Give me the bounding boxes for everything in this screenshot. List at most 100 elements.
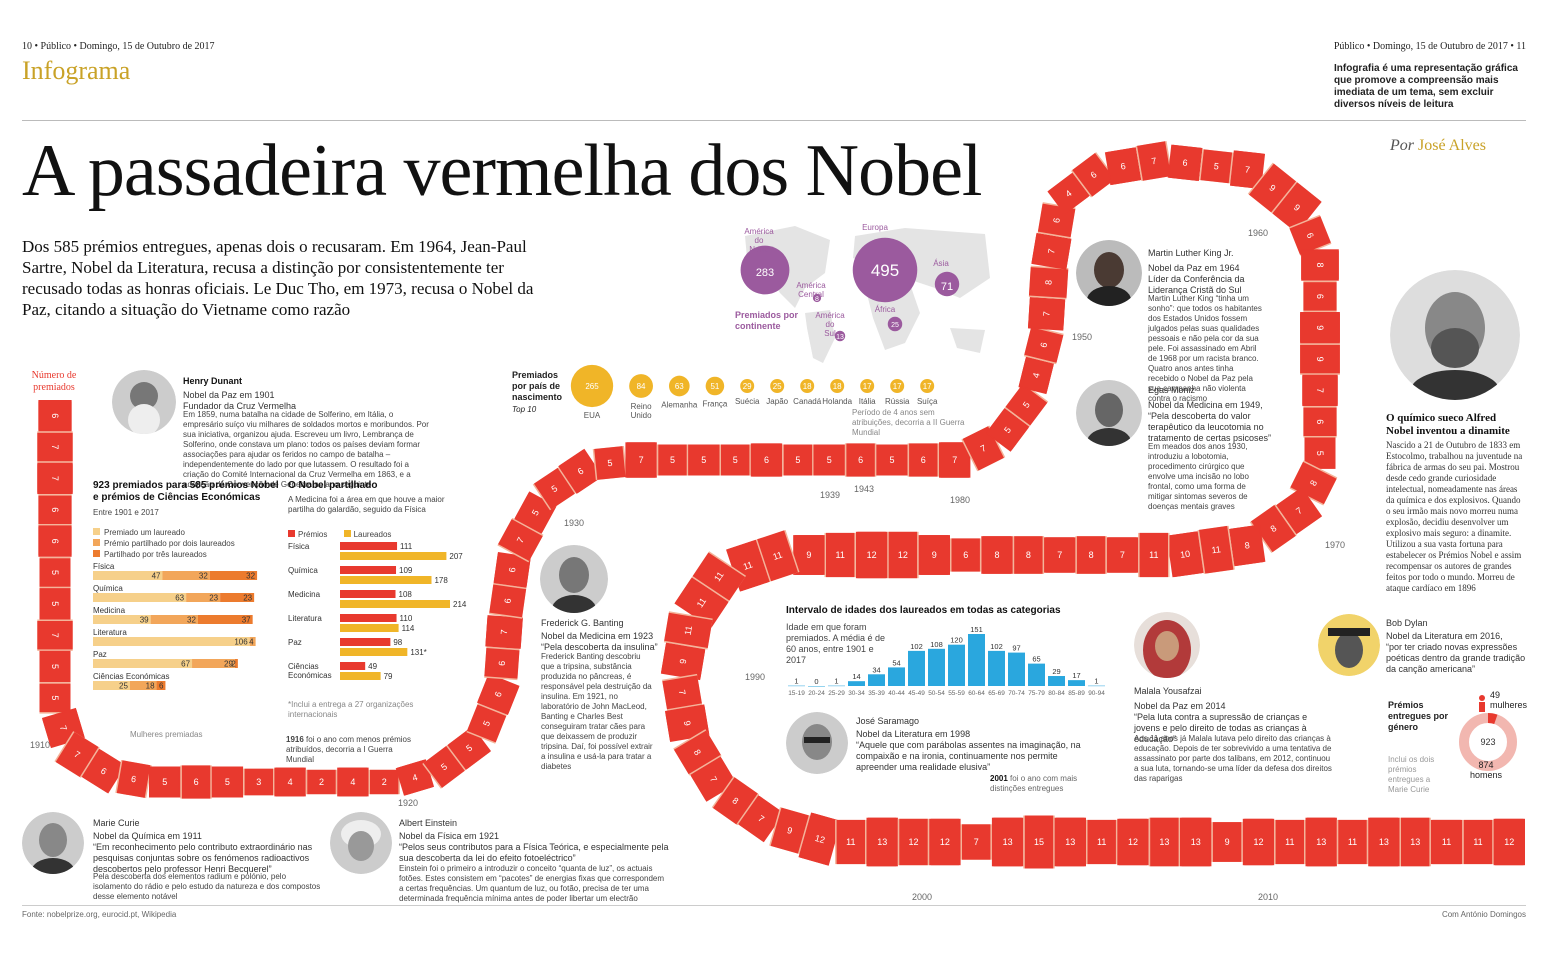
year-mark: 1939 [820, 490, 840, 500]
age-bar: 97 70-74 [1008, 644, 1025, 697]
carpet-count: 7 [708, 774, 719, 783]
carpet-segment: 12 [1242, 818, 1275, 866]
annotation-1916: 1916 foi o ano com menos prémios atribuí… [286, 735, 416, 765]
continent-name: África [875, 305, 896, 314]
carpet-segment: 8 [673, 729, 722, 776]
malala-text: Aos 11 anos já Malala lutava pelo direit… [1134, 734, 1332, 783]
einstein-name: Albert Einstein [399, 818, 458, 828]
carpet-count: 6 [963, 550, 968, 560]
carpet-count: 5 [827, 455, 832, 465]
age-bin: 60-64 [968, 690, 985, 697]
svg-text:51: 51 [710, 382, 719, 391]
shared-bar [93, 593, 187, 602]
shared-chart-title: 923 premiados para 585 prémios Nobel e p… [93, 480, 279, 503]
continent-name: América Central [796, 281, 826, 299]
carpet-segment: 4 [274, 767, 306, 797]
svg-text:84: 84 [637, 382, 646, 391]
dunant-role: Nobel da Paz em 1901 Fundador da Cruz Ve… [183, 390, 297, 411]
carpet-count: 9 [806, 550, 811, 560]
continent-bubble: 8 [812, 293, 822, 303]
carpet-segment: 7 [485, 615, 523, 649]
shared-bar [209, 571, 258, 580]
carpet-count: 6 [50, 413, 60, 418]
carpet-segment: 4 [1018, 356, 1054, 395]
medicine-bar-premios [340, 614, 397, 622]
carpet-segment: 7 [960, 824, 992, 860]
medicine-bar-premios [340, 638, 391, 646]
einstein-portrait [330, 812, 392, 874]
moniz-text: Em meados dos anos 1930, introduziu a lo… [1148, 442, 1249, 511]
carpet-count: 8 [1043, 280, 1053, 286]
shared-bar-value: 37 [242, 616, 251, 625]
svg-text:283: 283 [756, 267, 774, 279]
carpet-segment: 8 [711, 776, 760, 826]
carpet-count: 11 [1097, 837, 1106, 847]
carpet-count: 5 [701, 455, 706, 465]
age-bin: 35-39 [868, 690, 885, 697]
carpet-segment: 6 [1303, 406, 1337, 438]
carpet-segment: 5 [422, 745, 466, 789]
medicine-chart: Física 111 207 Química 109 178 Medicina 108 214 L… [288, 542, 467, 681]
carpet-count: 6 [1182, 158, 1188, 168]
carpet-count: 11 [695, 596, 709, 609]
age-value: 1 [1094, 677, 1098, 686]
carpet-count: 7 [756, 813, 766, 824]
carpet-count: 6 [1315, 419, 1325, 424]
carpet-segment: 13 [1399, 817, 1431, 867]
svg-text:25: 25 [891, 322, 899, 329]
age-bar: 102 65-69 [988, 642, 1005, 697]
shared-bar [93, 681, 130, 690]
carpet-count: 9 [1225, 837, 1230, 847]
malala-role: Nobel da Paz em 2014 [1134, 701, 1226, 711]
age-bin: 65-69 [988, 690, 1005, 697]
shared-bar-value: 23 [209, 594, 218, 603]
carpet-segment: 5 [39, 682, 71, 714]
medicine-row: Paz 98 131* [288, 638, 427, 657]
curie-quote: “Em reconhecimento pelo contributo extra… [93, 842, 313, 874]
einstein-text: Einstein foi o primeiro a introduzir o c… [399, 864, 665, 903]
carpet-segment: 6 [477, 673, 520, 716]
shared-bar-value: 18 [146, 682, 155, 691]
medicine-row-label: Literatura [288, 614, 322, 623]
carpet-count: 7 [1041, 311, 1051, 317]
shared-row-label: Medicina [93, 606, 126, 615]
carpet-segment: 6 [1104, 147, 1142, 186]
carpet-segment: 7 [1031, 232, 1072, 270]
annotation-2001-text: foi o ano com mais distinções entregues [990, 774, 1078, 793]
mlk-text: Martin Luther King “tinha um sonho”: que… [1148, 294, 1262, 403]
age-value: 102 [910, 642, 923, 651]
legend-one: Premiado um laureado [104, 528, 185, 537]
medicine-premios-value: 110 [400, 614, 413, 623]
shared-chart-subtitle: Entre 1901 e 2017 [93, 508, 159, 517]
carpet-segment: 12 [929, 818, 961, 866]
carpet-count: 5 [550, 483, 560, 494]
shared-bar-value: 6 [159, 682, 164, 691]
annotation-1916-year: 1916 [286, 735, 304, 744]
carpet-count: 9 [786, 825, 794, 836]
year-marks: 1910192019301939194319501960197019801990… [30, 228, 1345, 902]
saramago-bio: José Saramago Nobel da Literatura em 199… [856, 716, 1086, 773]
carpet-segment: 7 [625, 442, 657, 478]
svg-text:18: 18 [803, 382, 812, 391]
carpet-segment: 2 [368, 769, 400, 795]
continent-bubble: 495 [852, 237, 918, 303]
dylan-bio: Bob Dylan Nobel da Literatura em 2016, “… [1386, 618, 1526, 675]
age-bar: 102 45-49 [908, 642, 925, 697]
carpet-segment: 9 [1247, 162, 1298, 214]
age-value: 151 [970, 625, 983, 634]
carpet-count: 13 [1003, 837, 1013, 847]
continent-bubble: 71 [934, 271, 960, 297]
carpet-count: 5 [1213, 161, 1219, 171]
carpet-segment: 12 [897, 818, 930, 866]
legend-swatch-three [93, 550, 100, 557]
carpet-segment: 5 [688, 444, 720, 476]
carpet-segment: 5 [1198, 149, 1234, 184]
age-bar: 17 85-89 [1068, 671, 1085, 697]
carpet-count: 5 [1021, 400, 1032, 410]
shared-bar-value: 29 [224, 660, 233, 669]
shared-bar [220, 593, 255, 602]
shared-bar-value: 4 [249, 638, 254, 647]
shared-bar-value: 25 [119, 682, 128, 691]
banting-name: Frederick G. Banting [541, 618, 624, 628]
